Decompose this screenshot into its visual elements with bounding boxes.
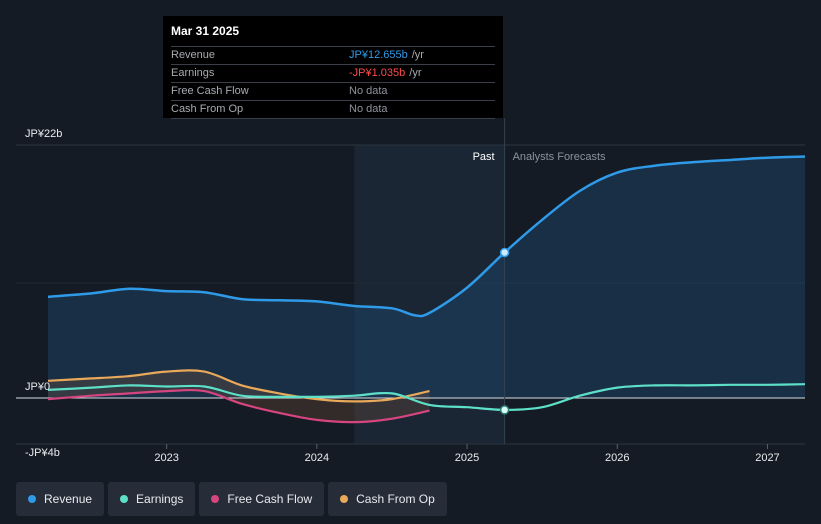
free-cash-flow-line xyxy=(47,388,430,424)
tooltip-unit: /yr xyxy=(409,67,422,79)
tooltip-row-revenue: Revenue JP¥12.655b /yr xyxy=(171,46,495,64)
x-tick-group: 2023 2024 2025 2026 2027 xyxy=(154,444,780,464)
data-tooltip: Mar 31 2025 Revenue JP¥12.655b /yr Earni… xyxy=(163,16,503,119)
earnings-highlight-marker[interactable] xyxy=(499,405,510,415)
legend-label: Revenue xyxy=(44,492,93,506)
tooltip-date: Mar 31 2025 xyxy=(171,24,240,38)
revenue-area xyxy=(48,156,805,398)
tooltip-value: No data xyxy=(349,103,388,115)
earnings-dot-icon xyxy=(120,495,129,503)
tooltip-label: Revenue xyxy=(171,49,216,61)
tooltip-row-free-cash-flow: Free Cash Flow No data xyxy=(171,82,495,100)
x-tick-label: 2026 xyxy=(605,452,629,464)
y-tick-label: JP¥22b xyxy=(25,128,62,140)
chart-legend: Revenue Earnings Free Cash Flow Cash Fro… xyxy=(16,482,447,516)
x-tick-label: 2025 xyxy=(455,452,479,464)
legend-item-earnings[interactable]: Earnings xyxy=(108,482,196,516)
legend-label: Free Cash Flow xyxy=(227,492,313,506)
tooltip-label: Free Cash Flow xyxy=(171,85,249,97)
tooltip-value: JP¥12.655b xyxy=(349,49,408,61)
past-label: Past xyxy=(473,151,495,163)
tooltip-row-cash-from-op: Cash From Op No data xyxy=(171,100,495,119)
cash-from-op-line xyxy=(47,369,430,403)
legend-item-cash-from-op[interactable]: Cash From Op xyxy=(328,482,447,516)
legend-item-revenue[interactable]: Revenue xyxy=(16,482,105,516)
tooltip-value: -JP¥1.035b xyxy=(349,67,406,79)
x-tick-label: 2027 xyxy=(755,452,779,464)
legend-item-free-cash-flow[interactable]: Free Cash Flow xyxy=(199,482,325,516)
x-tick-label: 2024 xyxy=(305,452,329,464)
earnings-line xyxy=(47,383,806,412)
free-cash-flow-dot-icon xyxy=(211,495,220,503)
legend-label: Earnings xyxy=(136,492,184,506)
tooltip-label: Earnings xyxy=(171,67,215,79)
x-tick-label: 2023 xyxy=(154,452,178,464)
revenue-line xyxy=(47,155,806,318)
y-tick-label: -JP¥4b xyxy=(25,447,60,459)
tooltip-value: No data xyxy=(349,85,388,97)
tooltip-row-earnings: Earnings -JP¥1.035b /yr xyxy=(171,64,495,82)
tooltip-label: Cash From Op xyxy=(171,103,244,115)
cash-from-op-dot-icon xyxy=(340,495,349,503)
revenue-dot-icon xyxy=(28,495,36,503)
revenue-highlight-marker[interactable] xyxy=(499,247,510,258)
forecast-label: Analysts Forecasts xyxy=(513,151,606,163)
y-tick-label: JP¥0 xyxy=(25,381,50,393)
legend-label: Cash From Op xyxy=(356,492,435,506)
tooltip-unit: /yr xyxy=(411,49,424,61)
